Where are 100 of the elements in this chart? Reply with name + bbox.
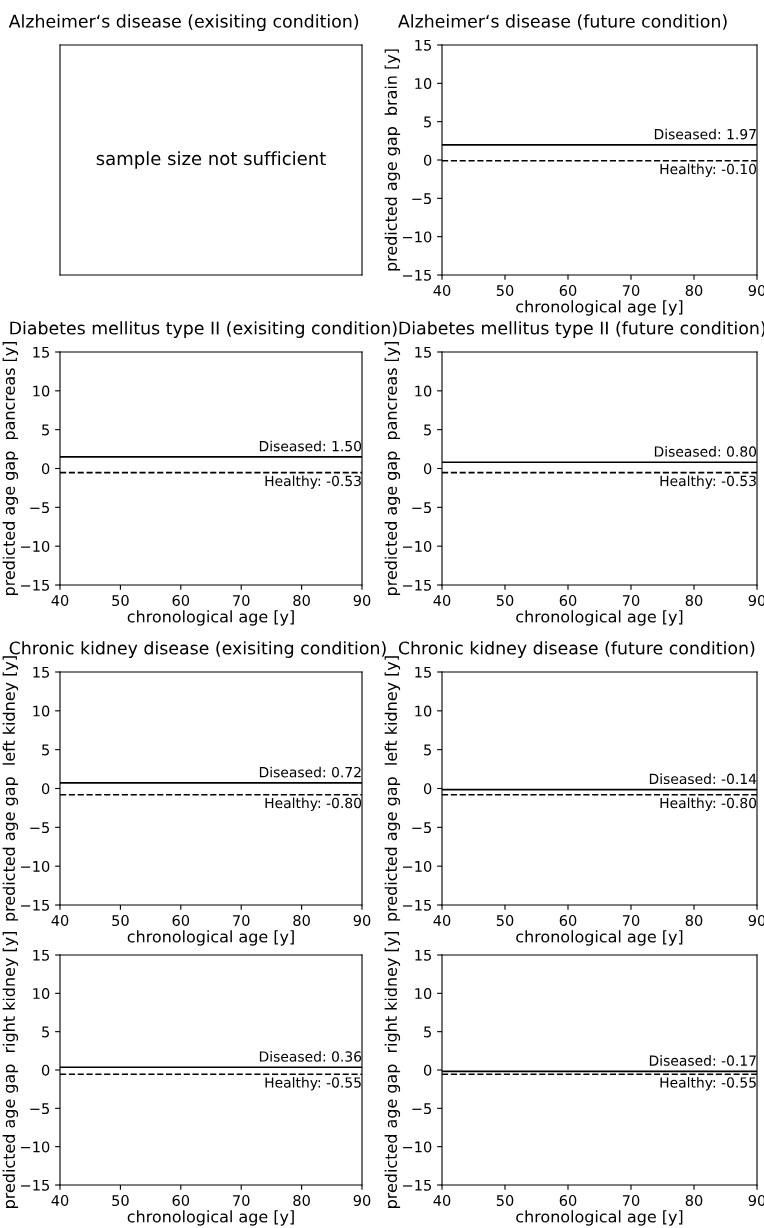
y-tick-label: −5 [412,1103,431,1115]
ref-line-label: Diseased: -0.17 [649,1055,756,1066]
x-tick-label: 40 [51,594,69,607]
x-tick-label: 50 [496,284,514,297]
chart-title: Alzheimer‘s disease (future condition) [398,14,727,30]
y-tick-label: −10 [403,1141,432,1153]
y-tick-label: 5 [424,1026,431,1038]
y-tick-label: −10 [403,231,432,243]
y-tick-label: 15 [415,666,431,678]
x-axis-title: chronological age [y] [127,930,294,946]
y-tick-label: −10 [21,1141,50,1153]
y-tick-label: −5 [412,502,431,514]
y-tick-label: 5 [424,424,431,436]
y-tick-label: 0 [41,783,50,795]
x-tick-label: 60 [172,914,190,927]
y-axis-title: predicted age gap brain [y] [384,49,401,271]
y-tick-label: 10 [415,78,432,90]
x-tick-label: 60 [559,594,577,607]
x-tick-label: 80 [293,914,310,927]
x-tick-label: 50 [112,594,129,607]
x-tick-label: 80 [685,284,703,297]
y-tick-label: −15 [21,899,49,911]
y-tick-label: 15 [33,949,49,961]
x-tick-label: 80 [685,914,703,927]
x-axis-title: chronological age [y] [127,1210,294,1226]
y-tick-label: −10 [21,540,50,552]
y-axis-title: predicted age gap left kidney [y] [2,656,19,921]
y-tick-label: −10 [403,860,432,872]
ref-line-label: Healthy: -0.80 [265,797,362,811]
chart-title: Diabetes mellitus type II (exisiting condition) [10,321,397,338]
ref-line-label: Diseased: -0.14 [649,773,757,785]
y-tick-label: 0 [423,463,432,475]
x-tick-label: 90 [353,1194,371,1207]
y-tick-label: 5 [42,1026,49,1038]
ref-line-label: Healthy: -0.53 [265,475,361,489]
y-tick-label: 0 [423,1064,432,1076]
x-tick-label: 80 [293,1194,310,1207]
ref-line-label: Diseased: 1.97 [654,128,756,140]
y-tick-label: −15 [21,579,49,591]
x-tick-label: 50 [496,1194,514,1207]
x-tick-label: 50 [112,1194,129,1207]
x-tick-label: 50 [496,594,514,607]
x-tick-label: 50 [496,914,514,927]
y-axis-title: predicted age gap right kidney [y] [2,932,19,1208]
y-tick-label: −15 [403,1179,431,1191]
y-tick-label: 15 [33,666,49,678]
x-tick-label: 90 [353,914,371,927]
y-tick-label: 10 [33,988,50,1000]
y-axis-title: predicted age gap left kidney [y] [384,656,401,921]
x-tick-label: 40 [433,1194,451,1207]
x-tick-label: 70 [233,914,250,927]
y-tick-label: −10 [21,860,50,872]
x-tick-label: 60 [559,1194,577,1207]
y-tick-label: −5 [30,1103,49,1115]
x-axis-title: chronological age [y] [516,610,683,626]
y-axis-title: predicted age gap pancreas [y] [384,341,401,595]
text: Alzheimer‘s disease (exisiting condition) [8,14,359,32]
y-tick-label: −10 [403,540,432,552]
y-tick-label: −15 [403,899,431,911]
x-axis-title: chronological age [y] [127,610,294,626]
x-tick-label: 50 [112,914,129,927]
y-tick-label: 5 [424,116,431,128]
y-tick-label: 0 [41,1064,50,1076]
x-axis-title: chronological age [y] [516,300,683,316]
x-axis-title: chronological age [y] [516,1210,683,1226]
x-tick-label: 80 [685,594,703,607]
y-tick-label: 5 [42,744,49,756]
x-tick-label: 70 [622,284,640,297]
x-tick-label: 60 [172,594,190,607]
y-tick-label: 10 [415,705,432,717]
ref-line-label: Diseased: 0.72 [259,766,361,778]
y-tick-label: −5 [412,193,431,205]
x-tick-label: 70 [622,1194,640,1207]
x-axis-title: chronological age [y] [516,930,683,946]
ref-line-label: Healthy: -0.55 [265,1076,361,1091]
y-tick-label: 5 [42,424,49,436]
x-tick-label: 80 [685,1194,703,1207]
x-tick-label: 40 [51,1194,69,1207]
y-tick-label: −15 [403,579,431,591]
x-tick-label: 40 [51,914,69,927]
y-axis-title: predicted age gap right kidney [y] [384,932,401,1208]
y-tick-label: −5 [30,502,49,514]
y-tick-label: 15 [415,39,431,51]
ref-line-label: Diseased: 0.36 [259,1051,362,1062]
x-tick-label: 70 [622,594,640,607]
x-tick-label: 70 [233,594,250,607]
ref-line-label: Healthy: -0.53 [660,475,756,489]
x-tick-label: 90 [353,594,371,607]
y-tick-label: 10 [415,385,432,397]
ref-line-label: Healthy: -0.80 [660,797,757,811]
x-tick-label: 60 [172,1194,190,1207]
ref-line-label: Healthy: -0.55 [660,1076,756,1091]
y-tick-label: 15 [415,346,431,358]
x-tick-label: 80 [293,594,310,607]
y-tick-label: 15 [33,346,49,358]
x-tick-label: 60 [559,284,577,297]
y-axis-title: predicted age gap pancreas [y] [2,341,19,595]
y-tick-label: 10 [415,988,432,1000]
y-tick-label: −5 [412,822,431,834]
x-tick-label: 60 [559,914,577,927]
